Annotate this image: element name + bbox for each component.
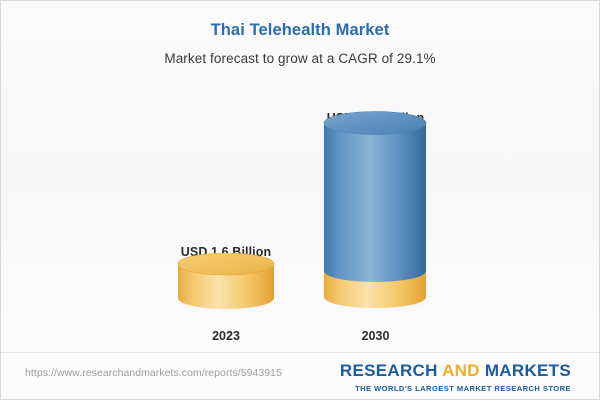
category-label-2030: 2030 [361, 329, 390, 343]
chart-subtitle: Market forecast to grow at a CAGR of 29.… [164, 51, 436, 66]
logo-and-text: AND [442, 361, 485, 380]
cylinder-2030-svg [323, 111, 430, 310]
category-label-2023: 2023 [212, 329, 240, 343]
logo-tagline: THE WORLD'S LARGEST MARKET RESEARCH STOR… [355, 384, 571, 393]
logo-wordmark: RESEARCH AND MARKETS [340, 361, 571, 381]
cylinder-2023 [177, 252, 277, 316]
cylinder-2030 [323, 111, 430, 316]
logo-markets-text: MARKETS [484, 361, 571, 380]
chart-header: Thai Telehealth Market Market forecast t… [1, 21, 599, 66]
footer-bar: https://www.researchandmarkets.com/repor… [1, 352, 599, 399]
logo-research-text: RESEARCH [339, 361, 443, 380]
source-url[interactable]: https://www.researchandmarkets.com/repor… [25, 367, 282, 379]
brand-logo[interactable]: RESEARCH AND MARKETS THE WORLD'S LARGEST… [340, 361, 571, 393]
cylinder-2023-svg [177, 252, 277, 311]
page-title: Thai Telehealth Market [210, 21, 390, 39]
chart-plot-area: USD 1.6 Billion [1, 86, 600, 343]
